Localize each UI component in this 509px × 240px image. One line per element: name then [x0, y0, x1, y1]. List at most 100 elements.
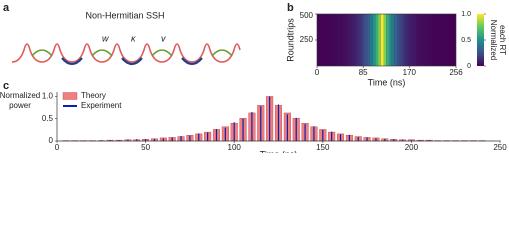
- x-axis-label: Time (ns): [260, 149, 298, 153]
- heat-cell: [399, 14, 403, 66]
- experiment-trace: [207, 132, 209, 141]
- panel-label: b: [287, 2, 294, 14]
- experiment-trace: [136, 139, 138, 141]
- heat-cell: [386, 14, 389, 66]
- experiment-trace: [215, 128, 218, 141]
- ssh-chain: [11, 43, 241, 66]
- experiment-trace: [393, 139, 395, 141]
- experiment-trace: [224, 127, 226, 141]
- diagram-label: κ: [131, 33, 136, 43]
- heat-cell: [405, 14, 408, 66]
- heat-cell: [437, 14, 441, 66]
- y-tick-label: 0: [49, 136, 54, 145]
- page: a b c Non-Hermitian SSH w κ v 0 85 170 256 2…: [0, 0, 509, 153]
- heat-cell: [361, 14, 365, 66]
- diagram-label: v: [161, 33, 166, 43]
- y-tick-label: 1.0: [42, 92, 54, 101]
- heat-cell: [345, 14, 349, 66]
- legend-swatch: [62, 92, 78, 100]
- heat-cell: [329, 14, 332, 66]
- experiment-trace: [180, 136, 182, 141]
- experiment-trace: [410, 140, 412, 141]
- heat-cell: [443, 14, 446, 66]
- heat-cell: [402, 14, 406, 66]
- heat-cell: [337, 14, 341, 66]
- heat-cell: [326, 14, 330, 66]
- experiment-trace: [189, 135, 191, 141]
- experiment-trace: [366, 137, 368, 141]
- x-tick-label: 150: [316, 143, 330, 152]
- experiment-trace: [100, 140, 102, 141]
- experiment-trace: [339, 134, 342, 141]
- y-axis-label: Normalized: [0, 91, 40, 100]
- experiment-trace: [233, 122, 235, 141]
- heat-cell: [410, 14, 414, 66]
- x-tick-label: 200: [405, 143, 419, 152]
- heat-cell: [356, 14, 360, 66]
- heat-cell: [451, 14, 455, 66]
- panel-label: a: [3, 2, 10, 14]
- experiment-trace: [153, 138, 156, 141]
- experiment-trace: [127, 139, 129, 141]
- experiment-trace: [331, 131, 333, 141]
- experiment-trace: [286, 114, 288, 141]
- experiment-trace: [375, 138, 377, 141]
- heat-cell: [388, 14, 392, 66]
- x-axis-label: Time (ns): [368, 77, 406, 87]
- x-tick-label: 256: [449, 68, 463, 77]
- legend-label: Theory: [81, 91, 106, 100]
- experiment-trace: [171, 137, 173, 141]
- x-tick-label: 0: [55, 143, 60, 152]
- heat-cell: [397, 14, 400, 66]
- colorbar-tick-label: 0: [467, 63, 471, 70]
- experiment-trace: [251, 112, 253, 141]
- heat-cell: [407, 14, 411, 66]
- experiment-trace: [322, 129, 324, 141]
- heat-cell: [429, 14, 433, 66]
- experiment-trace: [401, 139, 404, 141]
- colorbar-label: each RT: [498, 25, 507, 55]
- x-tick-label: 100: [228, 143, 242, 152]
- heat-cell: [391, 14, 395, 66]
- heat-cell: [394, 14, 398, 66]
- experiment-trace: [118, 140, 120, 141]
- y-axis-label: Roundtrips: [285, 18, 295, 62]
- y-tick-label: 0.5: [42, 114, 54, 123]
- heat-cell: [413, 14, 417, 66]
- heat-cell: [359, 14, 362, 66]
- experiment-trace: [145, 139, 147, 141]
- heat-cell: [375, 14, 379, 66]
- heat-cell: [380, 14, 384, 66]
- experiment-trace: [384, 138, 386, 141]
- experiment-trace: [313, 126, 315, 141]
- heat-cell: [445, 14, 449, 66]
- heat-cell: [421, 14, 425, 66]
- x-tick-label: 0: [315, 68, 320, 77]
- figure: a b c Non-Hermitian SSH w κ v 0 85 170 256 2…: [0, 2, 507, 153]
- x-tick-label: 250: [493, 143, 507, 152]
- experiment-trace: [109, 140, 111, 141]
- diagram-label: w: [102, 33, 109, 43]
- heat-cell: [432, 14, 436, 66]
- x-tick-label: 85: [359, 68, 368, 77]
- x-tick-label: 50: [141, 143, 150, 152]
- colorbar: [477, 14, 484, 66]
- heat-cell: [331, 14, 335, 66]
- heat-cell: [342, 14, 346, 66]
- experiment-trace: [162, 138, 164, 141]
- panel-label: c: [3, 80, 9, 92]
- heat-cell: [348, 14, 351, 66]
- colorbar-tick-label: 1.0: [461, 11, 471, 18]
- colorbar-tick-label: 0.5: [461, 37, 471, 44]
- heat-cell: [372, 14, 376, 66]
- experiment-trace: [357, 136, 359, 141]
- experiment-trace: [419, 140, 421, 141]
- experiment-trace: [428, 140, 430, 141]
- heat-cell: [323, 14, 327, 66]
- heat-cell: [416, 14, 419, 66]
- experiment-trace: [198, 133, 200, 141]
- experiment-trace: [304, 124, 306, 141]
- experiment-trace: [269, 96, 271, 141]
- colorbar-label: Normalized: [489, 20, 498, 60]
- heat-cell: [321, 14, 324, 66]
